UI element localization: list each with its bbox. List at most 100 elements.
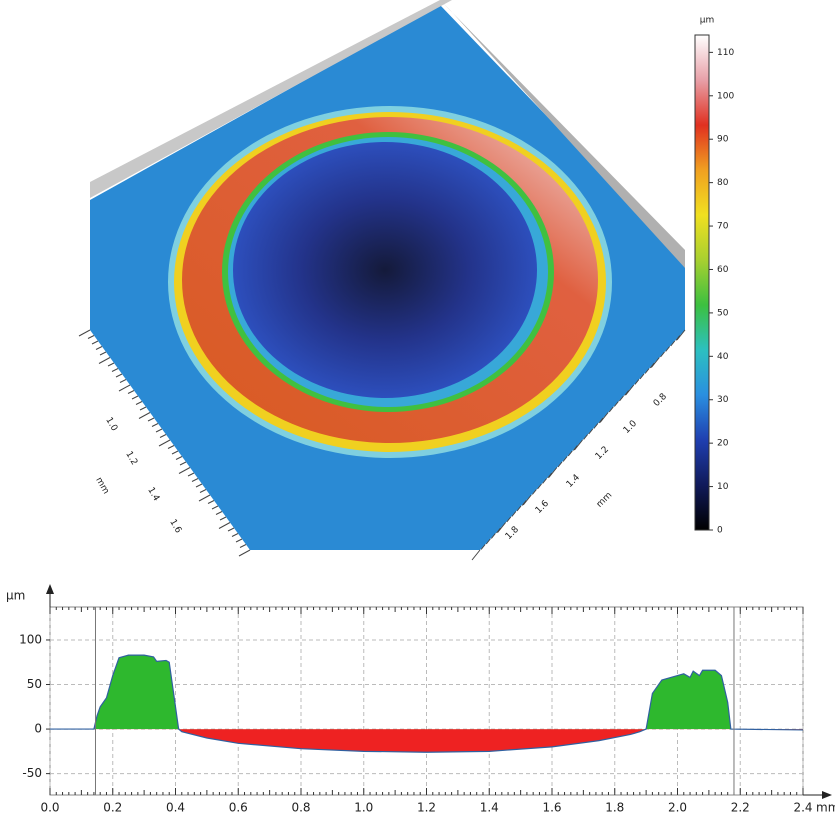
axis-tick (131, 395, 139, 400)
axis-tick (598, 417, 604, 424)
colorbar-tick-label: 60 (717, 265, 729, 275)
axis-tick (118, 384, 131, 392)
axis-tick (195, 483, 203, 488)
axis-tick (191, 478, 199, 482)
axis-tick (98, 357, 111, 364)
axis-tick (650, 357, 660, 368)
x-tick-label: 2.2 (731, 801, 750, 815)
x-tick-label: 1.6 (542, 801, 561, 815)
axis-tick (557, 461, 563, 468)
axis-tick (660, 351, 665, 358)
axis-label: 1.2 (594, 445, 611, 462)
axis-tick (490, 533, 496, 539)
axis-tick (155, 428, 163, 433)
surface-render (90, 0, 685, 550)
profile-line (50, 654, 803, 753)
axis-tick (119, 379, 127, 383)
axis-tick (574, 439, 583, 451)
axis-tick (506, 516, 512, 523)
colorbar-tick-label: 110 (717, 48, 734, 58)
axis-tick (111, 368, 119, 372)
axis-tick (167, 445, 175, 449)
axis-tick (151, 423, 159, 427)
axis-tick (608, 406, 614, 413)
colorbar-scale (694, 34, 710, 531)
axis-tick (639, 373, 645, 380)
axis-tick (675, 335, 681, 341)
y-tick-label: -50 (22, 766, 42, 780)
axis-tick (485, 538, 491, 545)
y-axis-label: μm (6, 589, 25, 603)
axis-tick (562, 456, 568, 462)
axis-tick (593, 423, 599, 429)
colorbar-unit: μm (700, 16, 715, 26)
axis-unit: mm (93, 476, 110, 496)
axis-tick (159, 434, 167, 438)
axis-label: 1.4 (565, 473, 582, 490)
axis-tick (158, 439, 171, 447)
axis-tick (215, 511, 223, 515)
colorbar-tick-label: 0 (717, 526, 723, 536)
axis-tick (583, 434, 589, 440)
axis-tick (187, 472, 195, 477)
x-tick-label: 0.0 (40, 801, 59, 815)
area-above (50, 655, 803, 730)
axis-tick (511, 511, 517, 517)
axis-tick (572, 445, 578, 451)
axis-tick (91, 340, 99, 345)
x-tick-label: 2.0 (668, 801, 687, 815)
axis-tick (567, 450, 573, 457)
colorbar-tick-label: 90 (717, 135, 729, 145)
area-below (178, 729, 803, 753)
colorbar: μm 0 10 20 30 40 50 60 70 80 90 100 110 (694, 16, 734, 536)
axis-tick (522, 494, 532, 506)
x-tick-label: 0.6 (229, 801, 248, 815)
axis-tick (521, 500, 527, 506)
x-tick-label: 1.8 (605, 801, 624, 815)
axis-tick (179, 461, 187, 466)
axis-tick (547, 472, 553, 479)
colorbar-tick-label: 20 (717, 439, 729, 449)
axis-tick (99, 351, 107, 356)
x-tick-label: 1.4 (480, 801, 499, 815)
axis-tick (95, 346, 103, 350)
axis-tick (548, 467, 558, 478)
colorbar-tick-label: 70 (717, 222, 729, 232)
axis-tick (139, 406, 147, 411)
axis-tick (199, 489, 207, 493)
arrow-head (822, 791, 832, 799)
axis-tick (198, 494, 211, 502)
axis-tick (218, 522, 231, 529)
colorbar-tick-label: 80 (717, 178, 729, 188)
axis-tick (211, 505, 219, 510)
axis-tick (531, 489, 537, 495)
x-tick-label: 1.2 (417, 801, 436, 815)
axis-label: 1.8 (504, 525, 521, 542)
x-tick-label: 2.4 (793, 801, 812, 815)
axis-tick (613, 401, 619, 407)
axis-tick (87, 335, 95, 339)
axis-tick (239, 544, 247, 548)
axis-tick (676, 329, 686, 341)
axis-label: 1.0 (622, 419, 639, 436)
axis-tick (480, 544, 486, 550)
y-tick-label: 0 (34, 722, 42, 736)
axis-tick (231, 533, 239, 537)
axis-tick (147, 417, 155, 422)
axis-tick (516, 505, 522, 512)
axis-tick (127, 390, 135, 394)
axis-tick (175, 456, 183, 460)
axis-tick (171, 450, 179, 455)
axis-tick (78, 329, 91, 337)
axis-tick (649, 362, 655, 369)
y-tick-label: 100 (19, 632, 42, 646)
axis-tick (496, 527, 501, 534)
profile (50, 654, 803, 753)
axis-label: 1.6 (167, 518, 183, 536)
axis-label: 1.0 (103, 416, 119, 434)
x-tick-label: 0.8 (291, 801, 310, 815)
axis-label: 1.2 (123, 450, 139, 467)
colorbar-tick-label: 40 (717, 352, 729, 362)
axis-label: 1.6 (534, 499, 551, 516)
